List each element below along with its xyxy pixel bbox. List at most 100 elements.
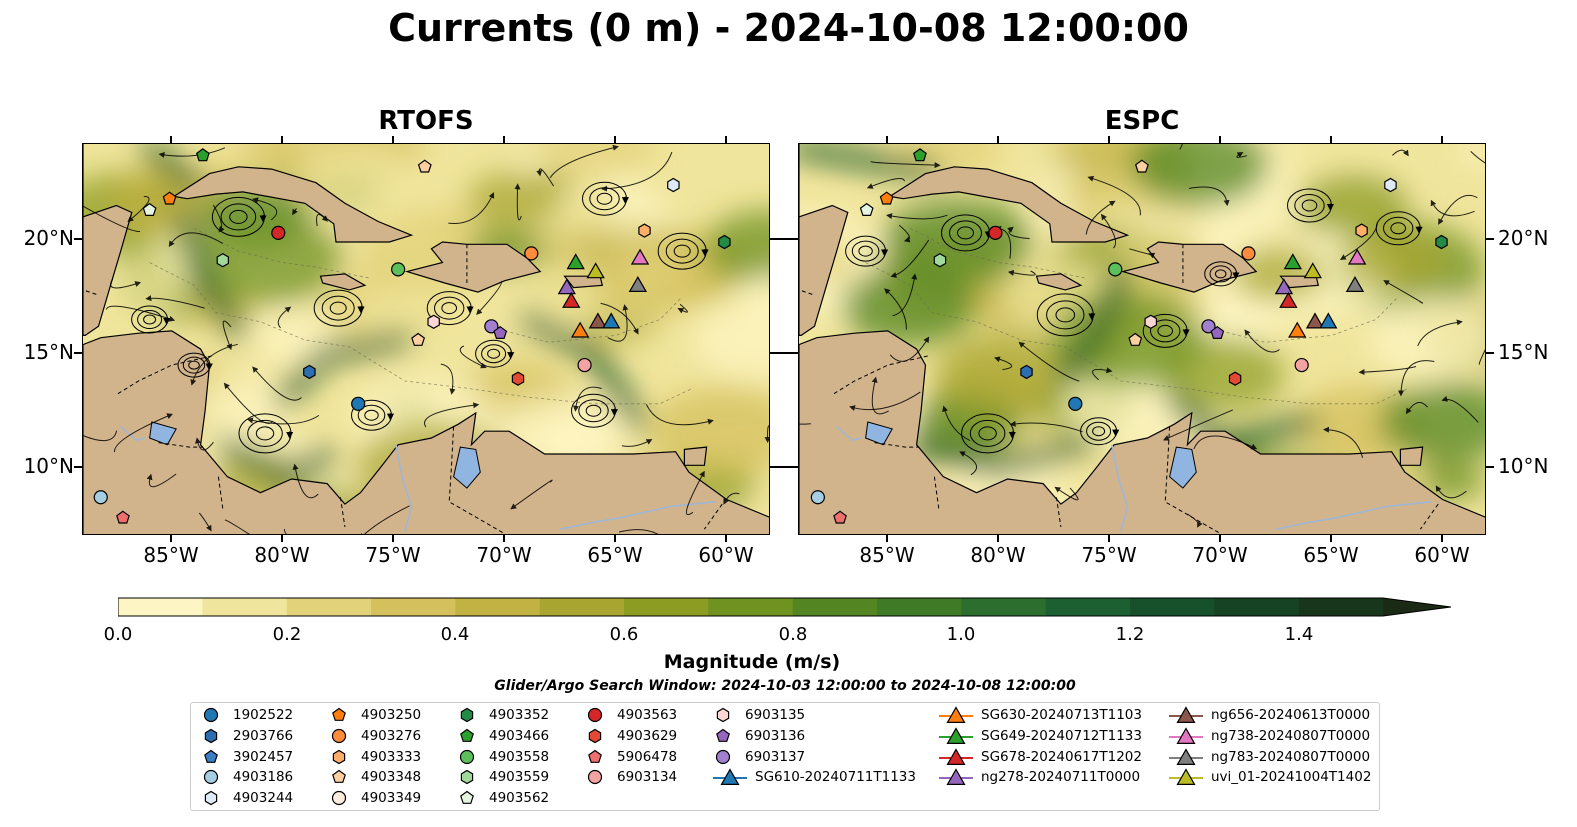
marker-4903559[interactable] xyxy=(216,253,229,268)
marker-SG649-20240712T1133[interactable] xyxy=(566,253,585,270)
marker-4903250[interactable] xyxy=(162,191,177,205)
map-panel-rtofs[interactable] xyxy=(82,143,770,535)
marker-ng738-20240807T0000[interactable] xyxy=(630,248,650,265)
legend-marker-icon xyxy=(1169,768,1203,786)
legend-item: 4903563 xyxy=(585,705,805,725)
marker-4903352[interactable] xyxy=(718,234,731,250)
lon-tick xyxy=(392,136,394,143)
marker-4903559[interactable] xyxy=(933,253,947,268)
marker-2903766[interactable] xyxy=(1020,364,1033,380)
lon-tick-label: 60°W xyxy=(1414,543,1470,567)
marker-5906478[interactable] xyxy=(833,510,847,524)
lat-tick-label-left: 20°N xyxy=(23,226,74,250)
marker-1902522[interactable] xyxy=(1068,396,1083,411)
marker-1902522[interactable] xyxy=(351,396,366,411)
legend-item: 4903558 xyxy=(457,747,677,767)
marker-uvi_01-20241004T1402[interactable] xyxy=(1303,262,1322,279)
marker-4903186[interactable] xyxy=(810,490,825,505)
marker-4903562[interactable] xyxy=(142,202,157,217)
marker-4903186[interactable] xyxy=(93,490,108,505)
colorbar-extend xyxy=(1383,598,1451,616)
legend-marker-icon xyxy=(204,728,218,743)
marker-4903558[interactable] xyxy=(391,262,406,277)
lat-tick xyxy=(1486,466,1494,468)
marker-4903250[interactable] xyxy=(879,191,894,205)
legend-label: 4903333 xyxy=(361,748,422,765)
marker-4903348[interactable] xyxy=(417,159,432,173)
colorbar-tick-label: 1.0 xyxy=(946,624,976,645)
legend-label: 6903135 xyxy=(745,707,806,723)
map-panel-espc[interactable] xyxy=(798,143,1486,535)
legend-label: 4903629 xyxy=(617,727,678,744)
marker-4903352[interactable] xyxy=(1435,234,1448,250)
legend-item: ng738-20240807T0000 xyxy=(1169,726,1389,746)
marker-4903348[interactable] xyxy=(1134,159,1149,173)
marker-SG610-20240711T1133[interactable] xyxy=(602,312,621,329)
marker-SG678-20240617T1202[interactable] xyxy=(1279,291,1298,308)
legend-marker-icon xyxy=(588,749,602,763)
marker-4903276[interactable] xyxy=(524,246,539,261)
marker-4903348[interactable] xyxy=(1128,332,1143,346)
colorbar-tick-label: 0.6 xyxy=(609,624,639,645)
legend-item: SG649-20240712T1133 xyxy=(939,726,1159,746)
marker-6903136[interactable] xyxy=(493,325,508,339)
marker-4903244[interactable] xyxy=(667,177,680,193)
marker-4903276[interactable] xyxy=(1241,246,1256,261)
marker-2903766[interactable] xyxy=(303,364,316,380)
colorbar-tick-label: 1.2 xyxy=(1115,624,1145,645)
marker-ng783-20240807T0000[interactable] xyxy=(628,275,648,292)
marker-SG610-20240711T1133[interactable] xyxy=(1319,312,1338,329)
marker-ng278-20240711T0000[interactable] xyxy=(557,278,576,295)
marker-4903333[interactable] xyxy=(1355,223,1368,238)
marker-ng738-20240807T0000[interactable] xyxy=(1347,248,1367,265)
marker-4903563[interactable] xyxy=(271,225,286,240)
legend-item: 4903559 xyxy=(457,767,677,787)
marker-4903348[interactable] xyxy=(411,332,426,346)
colorbar-tick-label: 0.0 xyxy=(103,624,133,645)
marker-ng783-20240807T0000[interactable] xyxy=(1345,275,1365,292)
marker-SG678-20240617T1202[interactable] xyxy=(562,291,581,308)
marker-6903137[interactable] xyxy=(484,319,499,334)
marker-4903466[interactable] xyxy=(195,148,210,162)
lat-tick-label-right: 15°N xyxy=(1498,340,1549,364)
legend-item: ng278-20240711T0000 xyxy=(939,767,1159,787)
legend-item: 4903276 xyxy=(329,726,549,746)
colorbar-segment xyxy=(1214,598,1300,616)
marker-5906478[interactable] xyxy=(116,510,130,524)
marker-SG630-20240713T1103[interactable] xyxy=(570,321,590,338)
marker-6903137[interactable] xyxy=(1201,319,1216,334)
legend-marker-icon xyxy=(939,706,973,723)
marker-ng656-20240613T0000[interactable] xyxy=(588,312,608,329)
colorbar-segment xyxy=(1045,598,1131,616)
marker-SG649-20240712T1133[interactable] xyxy=(1283,253,1302,270)
marker-4903629[interactable] xyxy=(511,371,525,386)
legend-item: 4903629 xyxy=(585,726,805,746)
marker-6903135[interactable] xyxy=(1144,314,1157,329)
lon-tick-label: 65°W xyxy=(587,543,643,567)
marker-4903466[interactable] xyxy=(913,148,927,162)
marker-4903558[interactable] xyxy=(1108,262,1123,277)
legend-item: 4903186 xyxy=(201,767,421,787)
colorbar-tick-label: 1.4 xyxy=(1284,624,1314,645)
marker-6903134[interactable] xyxy=(1294,357,1309,373)
marker-SG630-20240713T1103[interactable] xyxy=(1288,321,1307,338)
legend-marker-icon xyxy=(332,770,346,784)
legend-item: 4903348 xyxy=(329,767,549,787)
marker-4903563[interactable] xyxy=(988,225,1003,240)
marker-6903136[interactable] xyxy=(1210,325,1225,339)
marker-6903134[interactable] xyxy=(577,357,592,373)
marker-4903244[interactable] xyxy=(1384,177,1397,193)
legend-marker-icon xyxy=(1169,727,1203,744)
marker-6903135[interactable] xyxy=(427,314,440,329)
colorbar-segment xyxy=(1298,598,1384,616)
marker-ng656-20240613T0000[interactable] xyxy=(1305,312,1325,329)
marker-4903629[interactable] xyxy=(1228,371,1242,386)
lat-tick-label-left: 10°N xyxy=(23,454,74,478)
marker-4903333[interactable] xyxy=(638,223,651,238)
marker-ng278-20240711T0000[interactable] xyxy=(1274,278,1294,295)
legend-marker-icon xyxy=(1169,706,1203,723)
marker-uvi_01-20241004T1402[interactable] xyxy=(586,262,605,279)
legend-item: 4903352 xyxy=(457,705,677,725)
legend-marker-icon xyxy=(713,768,747,786)
marker-4903562[interactable] xyxy=(859,202,874,217)
